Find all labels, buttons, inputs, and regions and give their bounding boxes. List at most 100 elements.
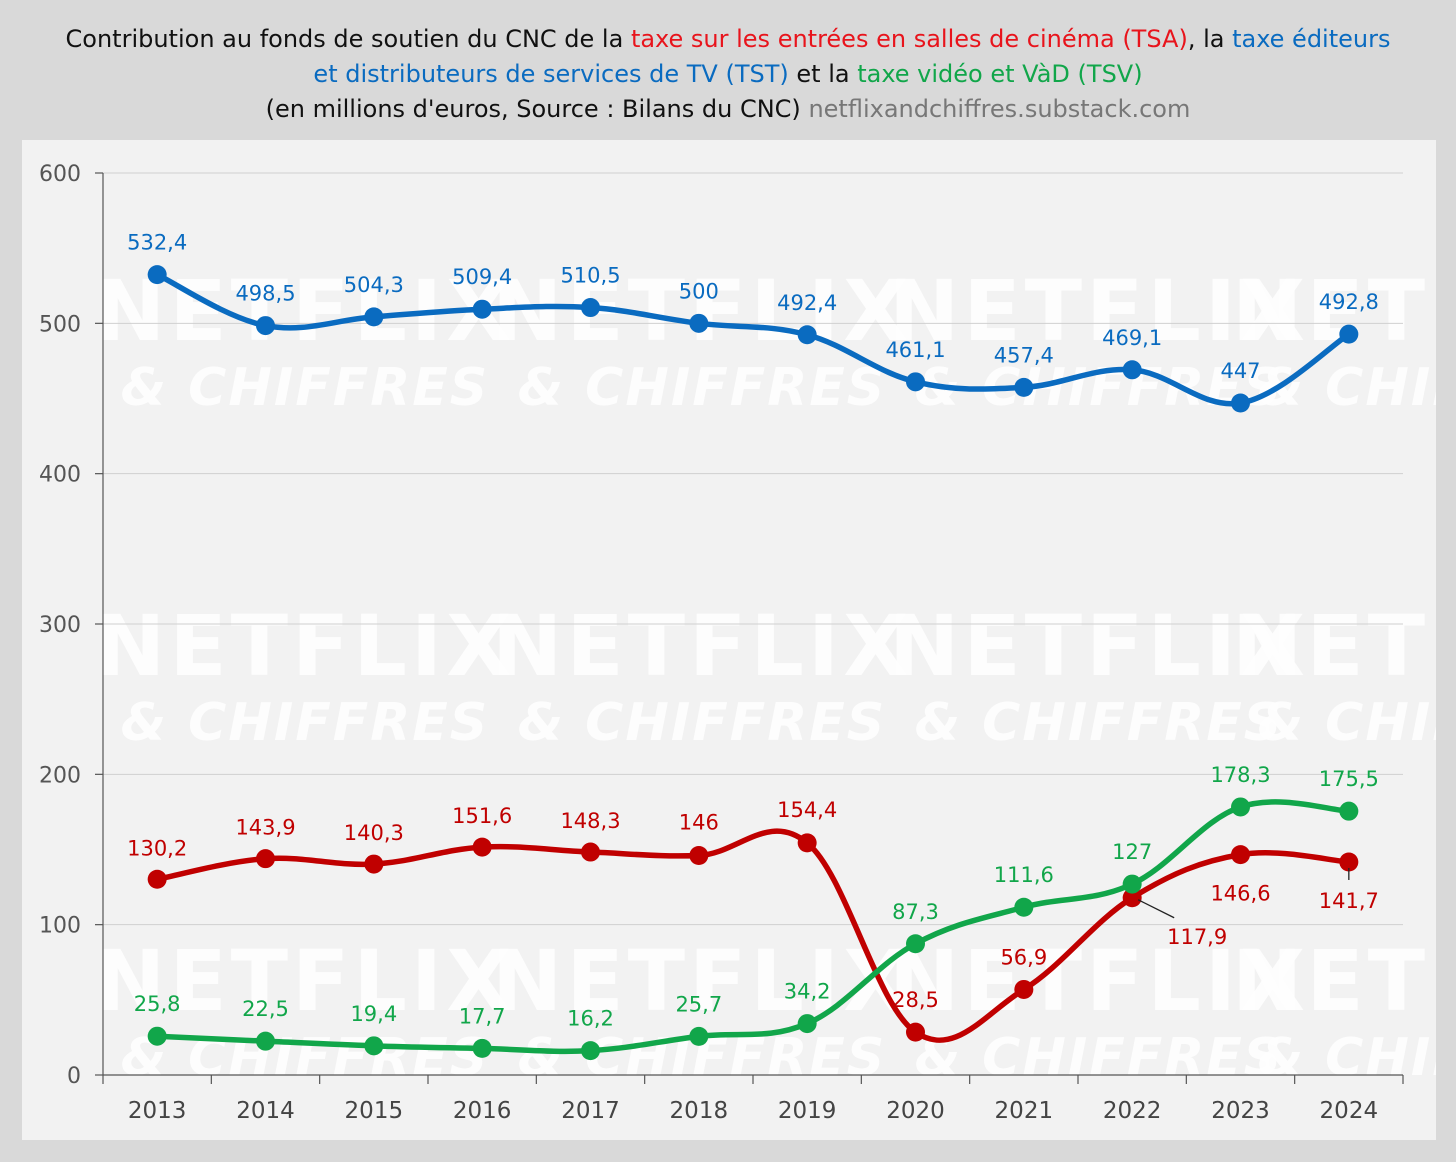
- tsa-point: [256, 849, 275, 869]
- title-tst-part-1: taxe éditeurs: [1232, 25, 1391, 53]
- tsv-data-label: 19,4: [350, 1002, 397, 1026]
- tst-point: [147, 265, 167, 285]
- tst-data-label: 509,4: [452, 265, 512, 289]
- tsv-data-label: 25,7: [675, 992, 722, 1016]
- title-prefix: Contribution au fonds de soutien du CNC …: [65, 25, 631, 53]
- watermark-text: NETFLIX: [95, 932, 515, 1030]
- watermark-text: NETFLIX: [492, 597, 912, 695]
- tsv-point: [1014, 897, 1034, 917]
- tsv-point: [689, 1026, 709, 1046]
- tsv-data-label: 34,2: [784, 980, 831, 1004]
- tsv-point: [364, 1036, 384, 1056]
- tsv-point: [906, 934, 925, 954]
- tst-data-label: 510,5: [560, 264, 620, 288]
- tst-point: [1014, 377, 1034, 397]
- tst-data-label: 498,5: [235, 282, 295, 306]
- tst-data-label: 469,1: [1102, 326, 1162, 350]
- x-tick-label: 2021: [995, 1098, 1054, 1124]
- title-line-1: Contribution au fonds de soutien du CNC …: [0, 22, 1456, 57]
- title-mid-2: et la: [788, 60, 858, 88]
- x-tick-label: 2015: [345, 1098, 404, 1124]
- watermark-text: & CHIFFRES: [1258, 693, 1436, 753]
- tsa-data-label: 151,6: [452, 804, 512, 828]
- y-tick-label: 100: [39, 914, 81, 939]
- tst-data-label: 500: [679, 279, 719, 303]
- tsa-data-label: 117,9: [1167, 925, 1227, 949]
- tst-point: [581, 298, 600, 318]
- axes: 0 100 200 300 400 500 600 2013 2014 2015 2016 2017 2…: [39, 162, 1404, 1124]
- tst-data-label: 447: [1220, 359, 1260, 383]
- tsa-point: [581, 842, 600, 862]
- watermark-text: & CHIFFRES: [915, 693, 1284, 753]
- tsa-point: [906, 1022, 925, 1042]
- tsv-point: [256, 1031, 275, 1051]
- tsa-data-label: 148,3: [560, 809, 620, 833]
- tst-point: [472, 299, 492, 319]
- tsa-point: [472, 837, 492, 857]
- tsv-data-label: 25,8: [134, 992, 181, 1016]
- title-line-3: (en millions d'euros, Source : Bilans du…: [0, 92, 1456, 127]
- tsa-data-label: 28,5: [892, 988, 939, 1012]
- watermark-text: & CHIFFRES: [1258, 358, 1436, 418]
- tsv-data-label: 111,6: [994, 863, 1054, 887]
- tsv-point: [797, 1014, 817, 1034]
- tsv-data-label: 127: [1112, 840, 1152, 864]
- tst-data-label: 504,3: [344, 273, 404, 297]
- x-tick-label: 2020: [886, 1098, 945, 1124]
- x-tick-label: 2019: [778, 1098, 837, 1124]
- watermark-text: & CHIFFRES: [518, 693, 887, 753]
- data-labels: 532,4 498,5 504,3 509,4 510,5 500 492,4 461,1 45…: [127, 231, 1379, 1031]
- tst-data-label: 457,4: [994, 343, 1054, 367]
- tsa-point: [1231, 845, 1250, 865]
- title-mid-1: , la: [1187, 25, 1233, 53]
- tsa-data-label: 154,4: [777, 798, 837, 822]
- title-tsv: taxe vidéo et VàD (TSV): [857, 60, 1143, 88]
- watermark-text: NETFLIX: [492, 262, 912, 360]
- tsa-point: [364, 854, 384, 874]
- tsa-point: [797, 833, 817, 853]
- x-tick-label: 2014: [236, 1098, 295, 1124]
- tsv-point: [472, 1038, 492, 1058]
- tsv-point: [1231, 797, 1250, 817]
- y-tick-label: 600: [39, 162, 81, 187]
- tsa-data-label: 56,9: [1000, 945, 1047, 969]
- tsa-data-label: 140,3: [344, 821, 404, 845]
- y-tick-label: 0: [67, 1064, 81, 1089]
- tsv-point: [147, 1026, 167, 1046]
- tsa-point: [1014, 979, 1034, 999]
- tst-point: [689, 313, 709, 333]
- tsa-point: [1339, 852, 1359, 872]
- tst-point: [1231, 393, 1250, 413]
- watermark-text: & CHIFFRES: [1258, 1028, 1436, 1088]
- subtitle-url: netflixandchiffres.substack.com: [808, 95, 1191, 123]
- watermark-text: NETFLIX: [492, 932, 912, 1030]
- tsv-data-label: 87,3: [892, 900, 939, 924]
- tsa-data-label: 146,6: [1210, 882, 1270, 906]
- x-tick-label: 2016: [453, 1098, 512, 1124]
- x-tick-label: 2017: [561, 1098, 620, 1124]
- tsv-data-label: 175,5: [1319, 767, 1379, 791]
- x-tick-label: 2024: [1320, 1098, 1379, 1124]
- tst-point: [797, 325, 817, 345]
- watermark-text: & CHIFFRES: [518, 358, 887, 418]
- y-tick-label: 300: [39, 613, 81, 638]
- tsa-data-label: 143,9: [235, 816, 295, 840]
- x-tick-label: 2013: [128, 1098, 187, 1124]
- series-layer: [147, 265, 1359, 1061]
- tst-series-line: [154, 271, 1352, 407]
- tsv-point: [1122, 874, 1142, 894]
- tst-data-label: 532,4: [127, 231, 187, 255]
- tst-data-label: 492,8: [1319, 290, 1379, 314]
- tst-point: [364, 307, 384, 327]
- tst-point: [256, 316, 275, 336]
- tsa-data-label: 130,2: [127, 836, 187, 860]
- x-tick-label: 2022: [1103, 1098, 1162, 1124]
- chart-title: Contribution au fonds de soutien du CNC …: [0, 22, 1456, 127]
- y-tick-label: 400: [39, 463, 81, 488]
- x-tick-label: 2018: [670, 1098, 729, 1124]
- tsa-point: [147, 869, 167, 889]
- plot-panel: NETFLIX & CHIFFRES NETFLIX & CHIFFRES NETFLI…: [22, 140, 1436, 1140]
- y-tick-label: 200: [39, 763, 81, 788]
